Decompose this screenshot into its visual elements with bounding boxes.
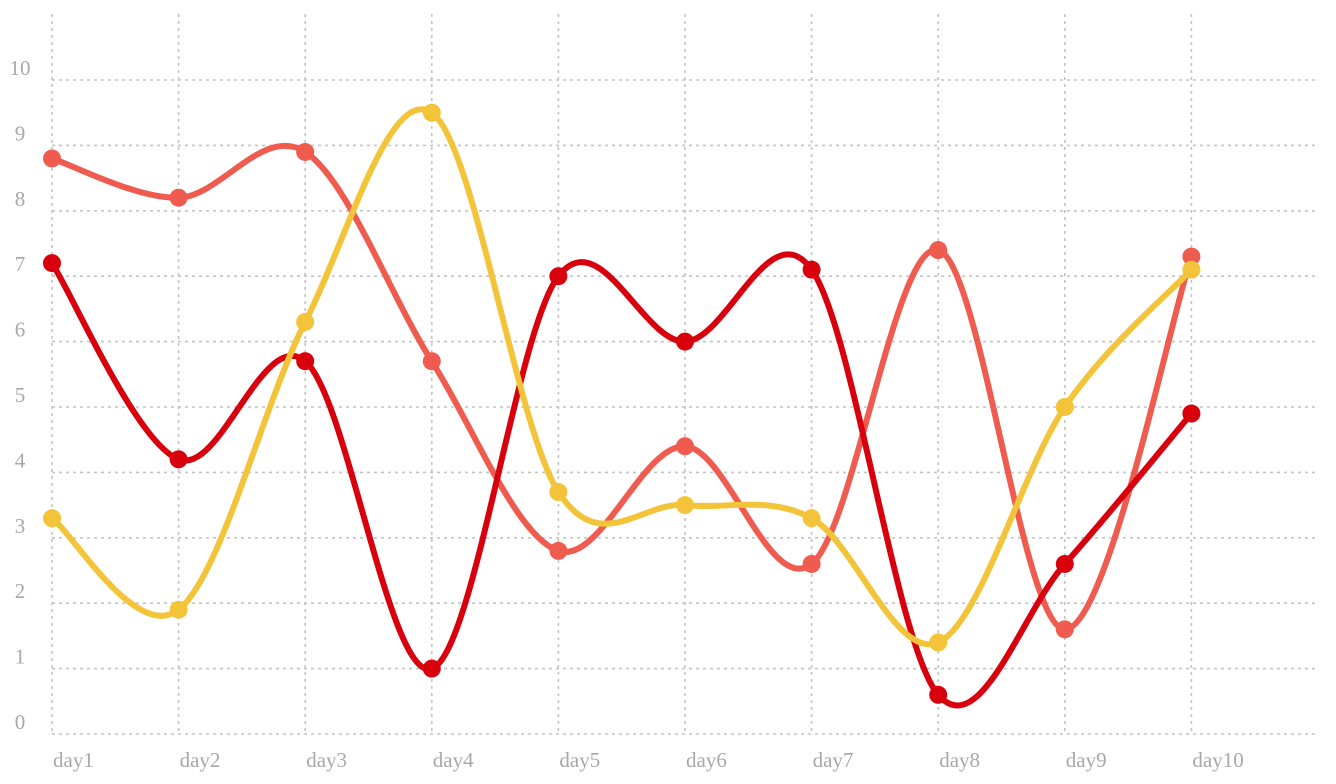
- series-1-line: [49, 142, 1195, 633]
- series-1-point-day8: [929, 241, 948, 260]
- series-2-point-day6: [676, 332, 694, 351]
- y-tick-label: 4: [15, 448, 26, 472]
- series-3-point-day2: [169, 600, 188, 619]
- series-2: [43, 251, 1201, 709]
- grid: [51, 14, 1316, 735]
- series-1-point-day6: [676, 437, 694, 456]
- x-tick-label: day2: [180, 748, 221, 772]
- series-3-point-day10: [1182, 260, 1201, 279]
- series-2-point-day10: [1182, 404, 1201, 423]
- series-2-point-day7: [802, 260, 821, 279]
- series-2-point-day8: [929, 685, 948, 704]
- series-1-point-day9: [1055, 620, 1074, 639]
- series-3-point-day4: [422, 103, 441, 122]
- y-tick-label: 1: [15, 645, 26, 669]
- series-3-point-day7: [802, 509, 821, 528]
- series-3-point-day1: [43, 509, 61, 528]
- series-2-point-day1: [43, 254, 61, 273]
- series-1-point-day2: [169, 188, 188, 207]
- x-tick-label: day4: [433, 748, 474, 772]
- series-3-point-day8: [929, 633, 948, 652]
- y-tick-label: 9: [15, 121, 26, 145]
- y-tick-label: 10: [10, 56, 31, 80]
- series-3: [43, 103, 1201, 652]
- x-tick-label: day8: [939, 748, 980, 772]
- y-tick-label: 8: [15, 187, 26, 211]
- series-3-point-day3: [296, 312, 315, 331]
- x-tick-label: day6: [686, 748, 727, 772]
- series-1-point-day5: [549, 541, 568, 560]
- x-tick-label: day5: [559, 748, 600, 772]
- series-1-point-day10: [1182, 247, 1201, 266]
- series-1-point-day7: [802, 554, 821, 573]
- series-2-point-day2: [169, 450, 188, 469]
- series-3-point-day5: [549, 483, 568, 502]
- series-1: [43, 142, 1201, 639]
- series-2-point-day5: [549, 267, 568, 286]
- y-tick-label: 2: [15, 579, 26, 603]
- y-tick-label: 0: [15, 710, 26, 734]
- series-1-point-day1: [43, 149, 61, 168]
- series-2-point-day9: [1055, 554, 1074, 573]
- series-2-point-day3: [296, 352, 315, 371]
- y-tick-label: 5: [15, 383, 26, 407]
- x-tick-label: day1: [53, 748, 94, 772]
- x-tick-label: day10: [1192, 748, 1243, 772]
- x-tick-label: day9: [1066, 748, 1107, 772]
- series-3-point-day9: [1055, 398, 1074, 416]
- axes: 0 1 2 3 4 5 6 7 8 9 10 day1 day2 day3 day4 day5 day6 day7…: [10, 56, 1244, 772]
- series-2-line: [49, 251, 1195, 709]
- series-1-point-day3: [296, 142, 315, 161]
- y-tick-label: 3: [15, 514, 26, 538]
- series-3-line: [49, 106, 1195, 648]
- x-tick-label: day3: [306, 748, 347, 772]
- series-3-point-day6: [676, 496, 694, 515]
- x-tick-label: day7: [813, 748, 854, 772]
- series: [43, 103, 1201, 709]
- series-2-point-day4: [422, 659, 441, 678]
- series-1-point-day4: [422, 352, 441, 371]
- y-tick-label: 6: [15, 318, 26, 342]
- y-tick-label: 7: [15, 252, 26, 276]
